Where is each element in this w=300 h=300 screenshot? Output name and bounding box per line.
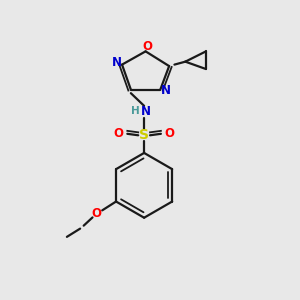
Text: N: N	[141, 105, 151, 118]
Text: S: S	[139, 128, 149, 142]
Text: O: O	[113, 127, 124, 140]
Text: N: N	[112, 56, 122, 69]
Text: O: O	[165, 127, 175, 140]
Text: N: N	[161, 84, 171, 97]
Text: O: O	[91, 207, 101, 220]
Text: O: O	[142, 40, 152, 53]
Text: H: H	[131, 106, 140, 116]
